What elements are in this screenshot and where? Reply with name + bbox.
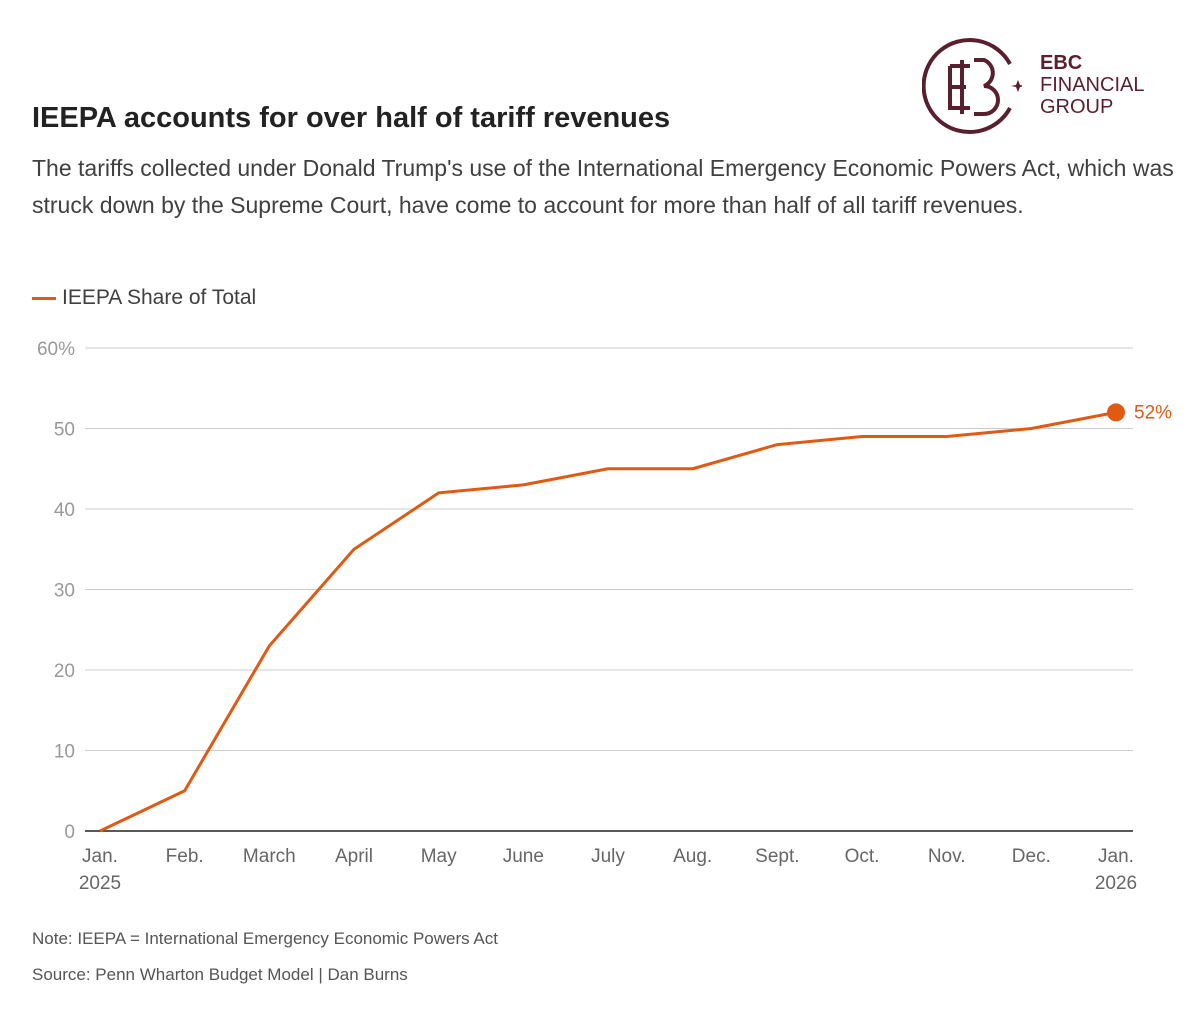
end-point-marker [1107,403,1125,422]
x-tick-label: June [503,846,544,867]
x-tick-label: 2025 [79,873,121,894]
x-tick-label: April [335,846,373,867]
ebc-logo-icon [922,38,1022,134]
legend-label: IEEPA Share of Total [62,286,257,309]
y-tick-label: 20 [54,661,75,682]
legend: IEEPA Share of Total [32,286,256,310]
x-tick-label: Jan. [1098,846,1134,867]
y-tick-label: 10 [54,742,75,763]
y-tick-label: 40 [54,500,75,521]
x-tick-label: Dec. [1012,846,1051,867]
x-tick-label: Sept. [755,846,799,867]
x-tick-label: Nov. [928,846,966,867]
logo-text: EBC FINANCIAL GROUP [1040,52,1144,118]
y-tick-label: 60% [37,339,75,360]
y-tick-label: 30 [54,581,75,602]
x-tick-label: March [243,846,296,867]
x-tick-label: 2026 [1095,873,1137,894]
x-tick-label: July [591,846,625,867]
chart-title: IEEPA accounts for over half of tariff r… [32,102,671,134]
y-tick-label: 50 [54,420,75,441]
x-tick-label: Aug. [673,846,712,867]
x-tick-label: May [421,846,457,867]
x-tick-label: Oct. [845,846,880,867]
logo-line3: GROUP [1040,96,1114,118]
legend-swatch [32,296,56,300]
logo-line2: FINANCIAL [1040,74,1145,96]
data-label: 52% [1134,402,1172,423]
series-line [99,410,1117,833]
y-tick-label: 0 [64,822,75,843]
footnote: Note: IEEPA = International Emergency Ec… [32,929,498,948]
x-tick-label: Jan. [82,846,118,867]
x-tick-label: Feb. [166,846,204,867]
source: Source: Penn Wharton Budget Model | Dan … [32,965,408,984]
logo-line1: EBC [1040,52,1083,74]
chart-subtitle: The tariffs collected under Donald Trump… [32,155,1174,218]
